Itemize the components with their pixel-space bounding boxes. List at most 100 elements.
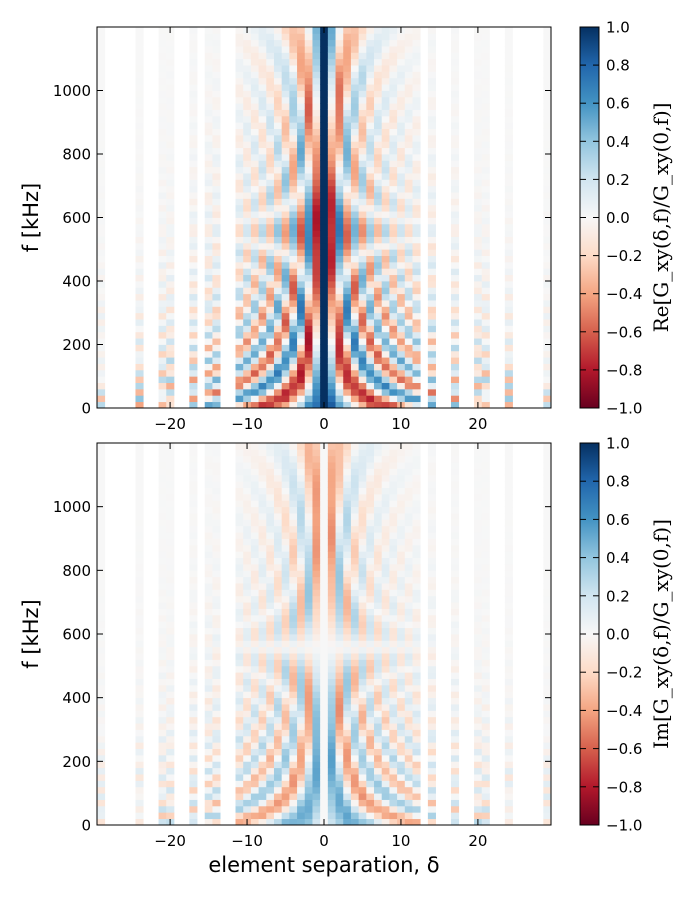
heatmap-cell [543,287,552,295]
heatmap-cell [258,812,267,820]
heatmap-cell [327,716,336,724]
heatmap-cell [397,268,406,276]
heatmap-cell [97,211,106,218]
heatmap-cell [474,812,483,820]
heatmap-cell [543,570,552,578]
heatmap-cell [243,786,252,794]
heatmap-cell [358,338,367,345]
heatmap-cell [235,58,244,66]
heatmap-cell [343,223,352,231]
heatmap-cell [404,84,413,91]
heatmap-cell [135,455,144,463]
heatmap-cell [450,363,460,371]
heatmap-cell [250,557,259,565]
heatmap-column [374,27,383,409]
heatmap-cell [389,147,398,155]
heatmap-cell [481,46,490,53]
heatmap-cell [243,179,252,187]
heatmap-cell [158,602,167,609]
heatmap-cell [135,595,144,603]
heatmap-cell [258,204,267,212]
heatmap-cell [250,27,259,34]
heatmap-cell [389,481,398,488]
heatmap-cell [266,325,275,333]
heatmap-cell [358,525,367,533]
heatmap-cell [427,589,436,597]
heatmap-cell [297,109,306,117]
heatmap-cell [281,65,290,72]
heatmap-cell [481,287,490,295]
heatmap-cell [135,774,144,781]
heatmap-cell [389,621,398,629]
heatmap-cell [366,249,375,256]
heatmap-cell [258,192,267,199]
heatmap-cell [304,761,313,769]
heatmap-cell [450,595,460,603]
heatmap-cell [474,33,483,41]
heatmap-cell [243,287,252,295]
heatmap-cell [504,723,513,730]
heatmap-cell [450,684,460,692]
heatmap-cell [158,395,167,403]
heatmap-cell [427,812,436,820]
heatmap-cell [543,401,552,409]
heatmap-cell [166,799,175,807]
heatmap-cell [212,217,221,225]
heatmap-cell [366,812,375,820]
heatmap-cell [504,672,513,679]
y-tick-label: 200 [62,336,91,354]
heatmap-cell [189,96,198,104]
heatmap-cell [158,774,167,781]
heatmap-cell [166,557,175,565]
heatmap-cell [381,331,390,339]
heatmap-cell [281,179,290,187]
heatmap-cell [335,551,344,558]
heatmap-cell [343,602,352,609]
heatmap-cell [204,128,213,136]
heatmap-cell [343,799,352,807]
heatmap-cell [297,185,306,193]
heatmap-cell [397,525,406,533]
heatmap-cell [397,449,406,457]
heatmap-cell [273,281,283,288]
heatmap-cell [381,602,390,609]
heatmap-cell [312,506,321,514]
heatmap-cell [350,614,360,622]
heatmap-cell [450,65,460,72]
heatmap-cell [343,665,352,673]
heatmap-cell [158,653,167,660]
heatmap-cell [289,538,298,546]
heatmap-cell [135,274,144,282]
heatmap-cell [374,325,383,333]
heatmap-cell [374,293,383,301]
heatmap-cell [273,742,283,749]
heatmap-cell [381,223,390,231]
heatmap-cell [543,506,552,514]
heatmap-cell [327,268,336,276]
heatmap-cell [450,678,460,686]
heatmap-cell [389,793,398,800]
heatmap-cell [158,704,167,711]
heatmap-cell [481,103,490,110]
heatmap-cell [297,211,306,218]
heatmap-cell [97,344,106,352]
heatmap-cell [312,319,321,326]
heatmap-cell [297,748,306,756]
heatmap-cell [474,723,483,730]
heatmap-cell [281,640,290,648]
heatmap-cell [281,697,290,705]
heatmap-cell [481,198,490,206]
heatmap-cell [243,697,252,705]
heatmap-cell [281,46,290,53]
heatmap-cell [243,71,252,79]
heatmap-cell [304,179,313,187]
heatmap-cell [358,500,367,508]
heatmap-cell [235,331,244,339]
heatmap-cell [543,185,552,193]
heatmap-cell [273,723,283,730]
heatmap-cell [258,761,267,769]
heatmap-cell [304,401,313,409]
heatmap-cell [281,242,290,250]
heatmap-cell [374,90,383,98]
heatmap-cell [374,376,383,383]
